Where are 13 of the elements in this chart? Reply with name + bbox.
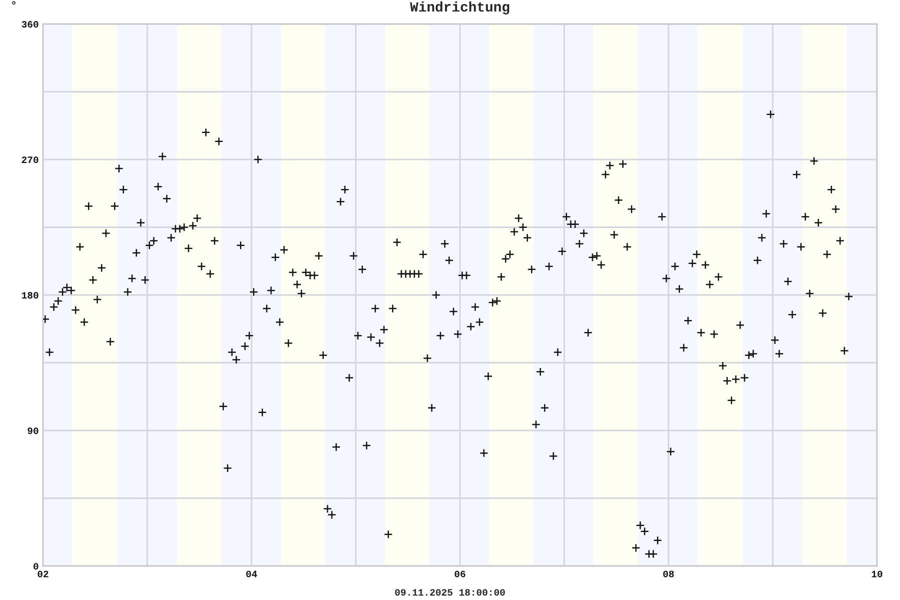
y-axis-title: ° — [12, 1, 16, 5]
y-tick-label: 180 — [22, 292, 38, 299]
text: 09.11.2025 18:00:00 — [395, 589, 505, 596]
x-tick-label: 08 — [663, 570, 674, 578]
chart-title: Windrichtung — [410, 1, 510, 14]
x-tick-label: 10 — [872, 570, 882, 578]
x-tick-label: 04 — [246, 570, 258, 578]
y-tick-label: 360 — [22, 21, 38, 28]
y-tick-label: 270 — [22, 156, 38, 164]
x-tick-label: 02 — [38, 570, 48, 578]
y-tick-label: 0 — [34, 563, 38, 570]
x-tick-label: 06 — [454, 570, 466, 578]
y-tick-label: 90 — [28, 428, 38, 434]
